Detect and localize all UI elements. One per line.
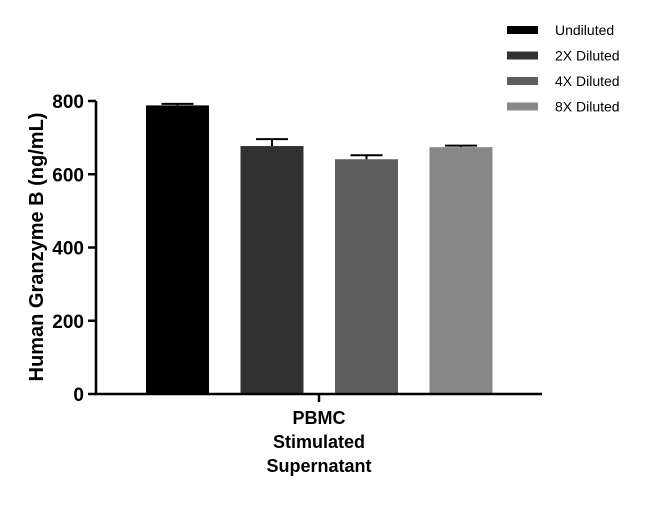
legend-swatch — [507, 51, 538, 60]
y-tick-label: 0 — [73, 385, 84, 406]
legend-label: Undiluted — [555, 22, 614, 38]
y-tick-label: 400 — [52, 239, 84, 260]
bar-undiluted — [146, 105, 209, 395]
y-tick-label: 600 — [52, 165, 84, 186]
legend-label: 8X Diluted — [555, 99, 620, 115]
x-axis: PBMC Stimulated Supernatant — [95, 392, 542, 476]
legend-label: 4X Diluted — [555, 73, 620, 89]
y-axis-title: Human Granzyme B (ng/mL) — [26, 113, 48, 382]
bars — [146, 102, 493, 395]
chart-legend: Undiluted 2X Diluted 4X Diluted 8X Diluted — [507, 22, 620, 115]
y-tick-label: 800 — [52, 92, 84, 113]
legend-label: 2X Diluted — [555, 48, 620, 64]
bar-2x-diluted — [240, 146, 304, 394]
legend-swatch — [507, 77, 538, 85]
bar-8x-diluted — [429, 147, 493, 394]
legend-swatch — [507, 26, 538, 34]
y-axis: 0 200 400 600 800 — [52, 92, 98, 406]
bar-4x-diluted — [335, 159, 398, 394]
y-tick-label: 200 — [52, 312, 84, 333]
x-tick-label: PBMC Stimulated Supernatant — [266, 408, 371, 476]
legend-swatch — [507, 102, 538, 111]
